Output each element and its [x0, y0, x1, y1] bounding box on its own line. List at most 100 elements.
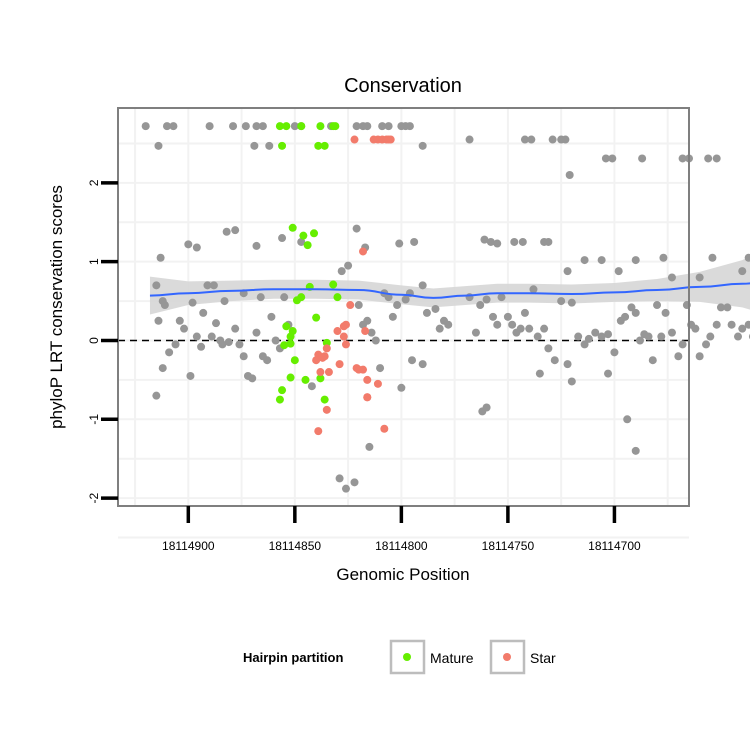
point-star: [312, 356, 321, 365]
point-other: [256, 293, 265, 302]
point-other: [250, 141, 259, 150]
point-other: [544, 237, 553, 246]
point-other: [550, 356, 559, 365]
point-mature: [280, 341, 289, 350]
y-tick-label: 1: [87, 258, 101, 265]
point-other: [488, 312, 497, 321]
point-other: [644, 332, 653, 341]
point-other: [601, 154, 610, 163]
point-other: [258, 122, 267, 131]
point-other: [631, 308, 640, 317]
point-other: [408, 356, 417, 365]
point-other: [271, 336, 280, 345]
point-other: [659, 253, 668, 262]
point-other: [252, 328, 261, 337]
point-other: [192, 243, 201, 252]
point-star: [359, 365, 368, 374]
point-mature: [275, 122, 284, 131]
point-other: [188, 298, 197, 307]
x-tick-label: 18114750: [482, 539, 535, 553]
point-other: [267, 312, 276, 321]
point-other: [544, 344, 553, 353]
x-tick-label: 18114900: [162, 539, 215, 553]
point-other: [557, 297, 566, 306]
point-mature: [322, 338, 331, 347]
point-other: [548, 135, 557, 144]
point-star: [324, 368, 333, 377]
point-other: [744, 320, 750, 329]
point-other: [241, 122, 250, 131]
point-other: [678, 154, 687, 163]
point-star: [386, 135, 395, 144]
point-other: [635, 336, 644, 345]
point-other: [520, 135, 529, 144]
point-other: [744, 253, 750, 262]
point-other: [239, 352, 248, 361]
point-mature: [282, 122, 291, 131]
point-star: [333, 327, 342, 336]
point-mature: [303, 241, 312, 250]
legend-marker-mature: [403, 653, 411, 661]
point-star: [373, 379, 382, 388]
x-axis: 18114900 18114850 18114800 18114750 18114700: [162, 506, 641, 553]
point-other: [154, 141, 163, 150]
point-other: [567, 298, 576, 307]
point-other: [503, 312, 512, 321]
point-other: [203, 281, 212, 290]
point-other: [422, 308, 431, 317]
point-other: [727, 320, 736, 329]
point-mature: [320, 395, 329, 404]
y-tick-label: 2: [87, 179, 101, 186]
point-other: [482, 295, 491, 304]
point-other: [297, 237, 306, 246]
point-other: [363, 316, 372, 325]
point-mature: [278, 141, 287, 150]
point-other: [278, 234, 287, 243]
point-other: [152, 281, 161, 290]
grid-lines: [118, 108, 689, 539]
point-other: [716, 303, 725, 312]
point-mature: [301, 375, 310, 384]
point-other: [169, 122, 178, 131]
point-other: [199, 308, 208, 317]
point-other: [667, 273, 676, 282]
point-other: [476, 301, 485, 310]
point-mature: [316, 374, 325, 383]
point-star: [339, 332, 348, 341]
point-other: [695, 273, 704, 282]
point-other: [248, 374, 257, 383]
point-other: [667, 328, 676, 337]
point-other: [706, 332, 715, 341]
point-other: [371, 336, 380, 345]
point-mature: [282, 322, 291, 331]
point-other: [367, 328, 376, 337]
point-mature: [329, 280, 338, 289]
point-other: [354, 301, 363, 310]
point-other: [738, 267, 747, 276]
point-mature: [331, 122, 340, 131]
point-other: [141, 122, 150, 131]
point-other: [631, 256, 640, 265]
point-other: [610, 348, 619, 357]
point-other: [152, 391, 161, 400]
point-other: [591, 328, 600, 337]
point-star: [359, 247, 368, 256]
point-star: [341, 320, 350, 329]
point-other: [205, 122, 214, 131]
point-other: [171, 340, 180, 349]
point-other: [657, 332, 666, 341]
point-other: [518, 237, 527, 246]
point-star: [322, 344, 331, 353]
point-other: [648, 356, 657, 365]
panel-border: [117, 107, 690, 507]
point-mature: [286, 339, 295, 348]
point-other: [222, 227, 231, 236]
point-mature: [275, 395, 284, 404]
point-other: [352, 122, 361, 131]
x-axis-title: Genomic Position: [336, 565, 469, 584]
point-mature: [286, 373, 295, 382]
point-other: [734, 332, 743, 341]
legend-title: Hairpin partition: [243, 650, 343, 665]
smooth-trend: [149, 282, 750, 299]
y-tick-label: -1: [87, 414, 101, 425]
